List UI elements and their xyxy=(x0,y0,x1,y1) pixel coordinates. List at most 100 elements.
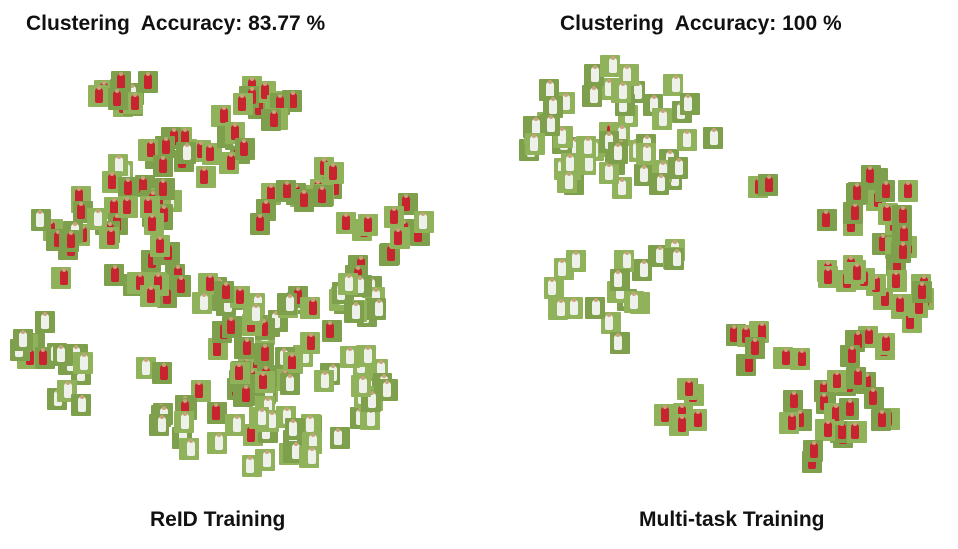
panel-multitask-training: Clustering Accuracy: 100 % Multi-task Tr… xyxy=(479,0,958,549)
player-thumbnail xyxy=(414,211,434,233)
player-thumbnail xyxy=(818,266,838,288)
multitask-accuracy-title: Clustering Accuracy: 100 % xyxy=(560,12,842,35)
player-thumbnail xyxy=(703,127,723,149)
player-thumbnail xyxy=(138,71,158,93)
player-thumbnail xyxy=(839,398,859,420)
player-thumbnail xyxy=(104,264,124,286)
multitask-embedding-scatter xyxy=(479,0,958,549)
player-thumbnail xyxy=(88,85,108,107)
player-thumbnail xyxy=(827,370,847,392)
player-thumbnail xyxy=(557,171,577,193)
player-thumbnail xyxy=(892,224,912,246)
player-thumbnail xyxy=(144,213,164,235)
player-thumbnail xyxy=(652,108,672,130)
player-thumbnail xyxy=(330,427,350,449)
player-thumbnail xyxy=(844,262,864,284)
player-thumbnail xyxy=(898,180,918,202)
player-thumbnail xyxy=(280,373,300,395)
player-thumbnail xyxy=(544,277,564,299)
player-thumbnail xyxy=(624,291,644,313)
player-thumbnail xyxy=(875,333,895,355)
player-thumbnail xyxy=(255,371,275,393)
player-thumbnail xyxy=(864,387,884,409)
panel-reid-training: Clustering Accuracy: 83.77 % ReID Traini… xyxy=(10,12,434,531)
player-thumbnail xyxy=(102,171,122,193)
player-thumbnail xyxy=(299,446,319,468)
player-thumbnail xyxy=(250,213,270,235)
player-thumbnail xyxy=(803,440,823,462)
player-thumbnail xyxy=(322,320,342,342)
player-thumbnail xyxy=(344,301,364,323)
player-thumbnail xyxy=(636,143,656,165)
player-thumbnail xyxy=(108,88,128,110)
player-thumbnail xyxy=(779,412,799,434)
player-thumbnail xyxy=(619,64,639,86)
player-thumbnail xyxy=(155,136,175,158)
player-thumbnail xyxy=(219,152,239,174)
player-thumbnail xyxy=(300,332,320,354)
player-thumbnail xyxy=(599,162,619,184)
player-thumbnail xyxy=(539,79,559,101)
player-thumbnail xyxy=(664,248,684,270)
player-thumbnail xyxy=(336,212,356,234)
player-thumbnail xyxy=(207,432,227,454)
player-thumbnail xyxy=(171,275,191,297)
player-thumbnail xyxy=(176,142,196,164)
player-thumbnail xyxy=(584,64,604,86)
player-thumbnail xyxy=(235,384,255,406)
player-thumbnail xyxy=(358,214,378,236)
player-thumbnail xyxy=(840,345,860,367)
player-thumbnail xyxy=(214,281,234,303)
player-thumbnail xyxy=(892,205,912,227)
player-thumbnail xyxy=(191,380,211,402)
player-thumbnail xyxy=(614,250,634,272)
player-thumbnail xyxy=(891,241,911,263)
player-thumbnail xyxy=(211,105,231,127)
player-thumbnail xyxy=(140,196,160,218)
player-thumbnail xyxy=(875,180,895,202)
player-thumbnail xyxy=(677,378,697,400)
player-thumbnail xyxy=(243,303,263,325)
player-thumbnail xyxy=(196,166,216,188)
player-thumbnail xyxy=(390,227,410,249)
player-thumbnail xyxy=(610,332,630,354)
player-thumbnail xyxy=(540,114,560,136)
player-thumbnail xyxy=(773,347,793,369)
player-thumbnail xyxy=(561,153,581,175)
player-thumbnail xyxy=(51,267,71,289)
player-thumbnail xyxy=(680,93,700,115)
player-thumbnail xyxy=(384,206,404,228)
player-thumbnail xyxy=(99,227,119,249)
player-thumbnail xyxy=(817,209,837,231)
reid-embedding-scatter xyxy=(10,71,434,477)
player-thumbnail xyxy=(669,414,689,436)
player-thumbnail xyxy=(340,346,360,368)
player-thumbnail xyxy=(523,116,543,138)
player-thumbnail xyxy=(356,345,376,367)
player-thumbnail xyxy=(566,250,586,272)
player-thumbnail xyxy=(610,269,630,291)
player-thumbnail xyxy=(192,292,212,314)
player-thumbnail xyxy=(300,297,320,319)
player-thumbnail xyxy=(815,419,835,441)
player-thumbnail xyxy=(174,411,194,433)
reid-caption: ReID Training xyxy=(150,508,286,531)
player-thumbnail xyxy=(608,142,628,164)
player-thumbnail xyxy=(351,375,371,397)
player-thumbnail xyxy=(668,157,688,179)
player-thumbnail xyxy=(202,143,222,165)
player-thumbnail xyxy=(59,230,79,252)
player-thumbnail xyxy=(745,337,765,359)
player-thumbnail xyxy=(222,316,242,338)
player-thumbnail xyxy=(848,182,868,204)
player-thumbnail xyxy=(118,196,138,218)
player-thumbnail xyxy=(149,414,169,436)
player-thumbnail xyxy=(892,294,912,316)
player-thumbnail xyxy=(843,202,863,224)
player-thumbnail xyxy=(301,414,321,436)
player-thumbnail xyxy=(582,85,602,107)
player-thumbnail xyxy=(225,414,245,436)
player-thumbnail xyxy=(294,189,314,211)
player-thumbnail xyxy=(563,297,583,319)
player-thumbnail xyxy=(111,71,131,93)
